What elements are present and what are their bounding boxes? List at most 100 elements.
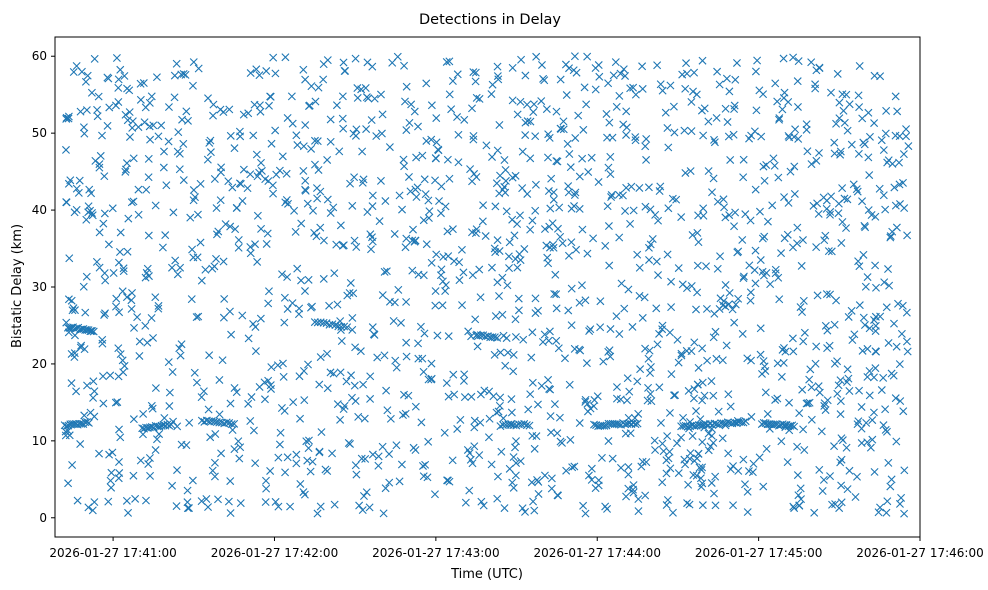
data-point-marker — [427, 359, 436, 368]
data-point-marker — [642, 134, 651, 143]
data-point-marker — [485, 414, 494, 423]
data-point-marker — [698, 463, 707, 472]
data-point-marker — [838, 217, 847, 226]
data-point-marker — [771, 265, 780, 274]
data-point-marker — [591, 85, 600, 94]
data-point-marker — [338, 92, 347, 101]
data-point-marker — [505, 464, 514, 473]
data-point-marker — [865, 132, 874, 141]
data-point-marker — [869, 373, 878, 382]
data-point-marker — [629, 485, 637, 494]
data-point-marker — [621, 429, 630, 438]
data-point-marker — [90, 498, 99, 507]
data-point-marker — [591, 484, 600, 493]
data-point-marker — [564, 188, 573, 197]
data-point-marker — [435, 197, 444, 206]
data-point-marker — [711, 327, 720, 336]
data-point-marker — [104, 497, 113, 506]
data-point-marker — [168, 368, 177, 376]
data-point-marker — [100, 172, 109, 181]
data-point-marker — [333, 400, 342, 409]
data-point-marker — [537, 381, 546, 390]
data-point-marker — [499, 331, 508, 340]
data-point-marker — [652, 304, 661, 313]
data-point-marker — [755, 86, 764, 95]
data-point-marker — [495, 401, 504, 410]
data-point-marker — [469, 68, 478, 77]
data-point-marker — [76, 107, 85, 116]
data-point-marker — [391, 356, 400, 365]
data-point-marker — [638, 62, 647, 71]
data-point-marker — [299, 488, 308, 497]
data-point-marker — [577, 281, 586, 290]
data-point-marker — [441, 202, 450, 211]
data-point-marker — [527, 478, 536, 487]
data-point-marker — [876, 312, 885, 321]
data-point-marker — [405, 118, 414, 127]
data-point-marker — [658, 478, 667, 487]
data-point-marker — [103, 121, 112, 130]
data-point-marker — [843, 365, 852, 374]
data-point-marker — [500, 156, 509, 165]
data-point-marker — [685, 454, 694, 463]
data-point-marker — [521, 71, 530, 80]
data-point-marker — [763, 217, 772, 226]
data-point-marker — [725, 211, 734, 220]
data-point-marker — [826, 88, 835, 97]
data-point-marker — [795, 409, 804, 418]
data-point-marker — [361, 454, 370, 463]
data-point-marker — [173, 147, 182, 156]
data-point-marker — [525, 421, 534, 430]
data-point-marker — [377, 90, 385, 99]
data-point-marker — [82, 272, 91, 281]
data-point-marker — [90, 54, 99, 63]
data-point-marker — [319, 75, 328, 84]
data-point-marker — [445, 174, 454, 183]
data-point-marker — [319, 236, 328, 245]
data-point-marker — [516, 457, 525, 466]
data-point-marker — [837, 498, 846, 507]
data-point-marker — [624, 285, 633, 294]
data-point-marker — [172, 502, 181, 511]
data-point-marker — [492, 179, 501, 188]
data-point-marker — [292, 450, 301, 459]
data-point-marker — [511, 332, 520, 341]
data-point-marker — [332, 101, 341, 110]
data-point-marker — [826, 207, 835, 216]
data-point-marker — [77, 67, 86, 76]
data-point-marker — [756, 324, 765, 333]
data-point-marker — [107, 468, 116, 477]
data-point-marker — [226, 131, 235, 140]
data-point-marker — [266, 466, 275, 475]
data-point-marker — [775, 295, 784, 304]
data-point-marker — [262, 239, 271, 248]
data-point-marker — [698, 438, 707, 447]
data-point-marker — [224, 497, 233, 506]
data-point-marker — [655, 383, 664, 392]
data-point-marker — [495, 247, 504, 256]
data-point-marker — [845, 100, 854, 109]
data-point-marker — [890, 183, 899, 192]
data-point-marker — [490, 244, 499, 253]
data-point-marker — [771, 269, 780, 278]
data-point-marker — [756, 350, 765, 359]
data-point-marker — [253, 257, 262, 266]
data-point-marker — [226, 509, 235, 518]
data-point-marker — [594, 476, 603, 485]
data-point-marker — [478, 217, 487, 226]
data-point-marker — [601, 241, 610, 250]
data-point-marker — [293, 141, 302, 150]
data-point-marker — [299, 366, 308, 375]
data-point-marker — [504, 252, 513, 261]
data-point-marker — [551, 270, 560, 279]
data-point-marker — [885, 281, 894, 290]
data-point-marker — [689, 87, 698, 96]
data-point-marker — [621, 207, 630, 215]
data-point-marker — [424, 214, 433, 223]
data-point-marker — [206, 433, 215, 442]
data-point-marker — [266, 92, 275, 101]
data-point-marker — [579, 125, 588, 134]
data-point-marker — [111, 398, 120, 407]
data-point-marker — [125, 108, 134, 117]
data-point-marker — [147, 314, 156, 322]
